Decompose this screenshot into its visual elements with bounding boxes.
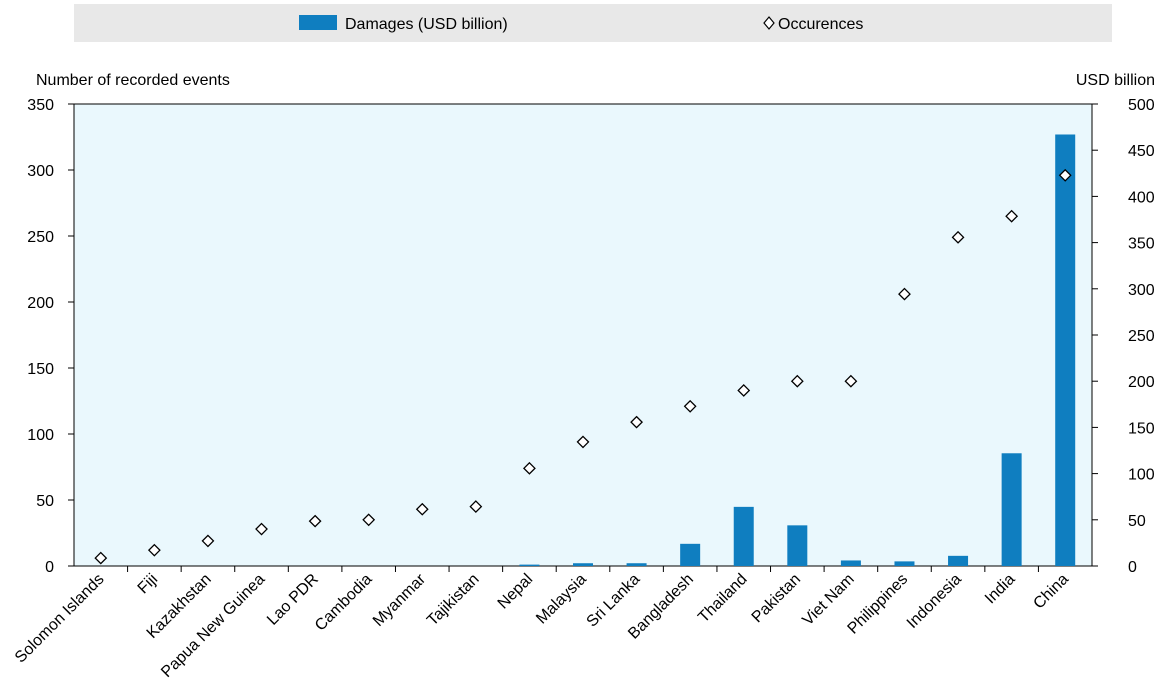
diamond-occurences xyxy=(147,543,161,557)
right-axis-tick-label: 150 xyxy=(1128,420,1155,437)
bar-damages xyxy=(733,506,754,566)
legend-bar-swatch xyxy=(299,15,337,30)
right-axis-tick-label: 450 xyxy=(1128,143,1155,160)
x-axis-label: Myanmar xyxy=(370,570,430,630)
diamond-occurences xyxy=(255,522,268,536)
diamond-occurences xyxy=(844,374,858,388)
x-axis-label: Thailand xyxy=(695,571,750,626)
diamond-occurences xyxy=(1058,168,1072,182)
x-axis-label: Indonesia xyxy=(904,571,965,632)
left-axis-tick-label: 50 xyxy=(36,493,54,510)
bars-damages xyxy=(519,134,1076,566)
diamond-occurences xyxy=(737,384,751,397)
diamond-occurences xyxy=(308,514,322,528)
left-axis-tick-label: 150 xyxy=(27,361,54,378)
right-axis-tick-label: 350 xyxy=(1128,236,1155,253)
diamond-occurences xyxy=(94,551,108,565)
legend-label-occurences: Occurences xyxy=(778,16,863,33)
bar-damages xyxy=(680,543,701,566)
x-axis-label: Tajikistan xyxy=(424,571,483,630)
left-axis-tick-label: 100 xyxy=(27,427,54,444)
x-axis-label: Solomon Islands xyxy=(12,571,108,667)
diamond-occurences xyxy=(630,415,643,429)
x-axis-label: India xyxy=(982,571,1019,608)
x-axis-label: Fiji xyxy=(135,571,161,597)
right-axis-title: USD billion xyxy=(1076,72,1155,89)
bar-damages xyxy=(787,525,808,566)
right-axis-tick-label: 300 xyxy=(1128,282,1155,299)
markers-occurences xyxy=(94,168,1072,565)
right-axis-tick-label: 400 xyxy=(1128,189,1155,206)
diamond-occurences xyxy=(898,287,911,301)
diamond-occurences xyxy=(362,513,376,527)
diamond-occurences xyxy=(201,534,215,548)
right-axis-tick-label: 200 xyxy=(1128,374,1155,391)
diamond-occurences xyxy=(683,399,697,413)
bar-damages xyxy=(840,560,861,566)
legend-label-damages: Damages (USD billion) xyxy=(345,16,508,33)
legend-box xyxy=(74,4,1112,42)
left-axis-tick-label: 250 xyxy=(27,229,54,246)
right-axis: 0 50 100 150 200 250 300 350 400 450 500 xyxy=(1092,97,1155,576)
left-axis-tick-label: 0 xyxy=(45,559,54,576)
bar-damages xyxy=(1001,453,1022,566)
diamond-occurences xyxy=(790,374,804,388)
right-axis-tick-label: 100 xyxy=(1128,467,1155,484)
diamond-occurences xyxy=(415,502,429,516)
diamond-occurences xyxy=(1005,209,1019,223)
diamond-occurences xyxy=(951,230,965,244)
right-axis-tick-label: 0 xyxy=(1128,559,1137,576)
bar-damages xyxy=(573,563,593,566)
right-axis-tick-label: 500 xyxy=(1128,97,1155,114)
bar-damages xyxy=(948,555,969,566)
bar-damages xyxy=(1055,134,1076,566)
x-axis-label: Malaysia xyxy=(533,571,590,628)
legend-diamond-icon xyxy=(763,16,775,30)
bar-damages xyxy=(519,564,540,566)
right-axis-tick-label: 50 xyxy=(1128,513,1146,530)
left-axis-tick-label: 300 xyxy=(27,163,54,180)
x-axis-label: Papua New Guinea xyxy=(158,571,268,681)
left-axis-title: Number of recorded events xyxy=(36,72,230,89)
x-axis-label: China xyxy=(1030,571,1072,613)
diamond-occurences xyxy=(576,435,590,449)
bar-damages xyxy=(894,561,915,566)
diamond-occurences xyxy=(523,461,536,475)
x-axis-label: Cambodia xyxy=(312,571,376,635)
x-axis-label: Nepal xyxy=(495,571,537,613)
plot-area xyxy=(73,103,1093,567)
left-axis-tick-label: 350 xyxy=(27,97,54,114)
right-axis-tick-label: 250 xyxy=(1128,328,1155,345)
diamond-occurences xyxy=(469,500,483,514)
x-axis-label: Pakistan xyxy=(749,571,804,626)
bar-damages xyxy=(626,563,647,566)
left-axis-tick-label: 200 xyxy=(27,295,54,312)
left-axis: 0 50 100 150 200 250 300 350 xyxy=(27,97,74,576)
